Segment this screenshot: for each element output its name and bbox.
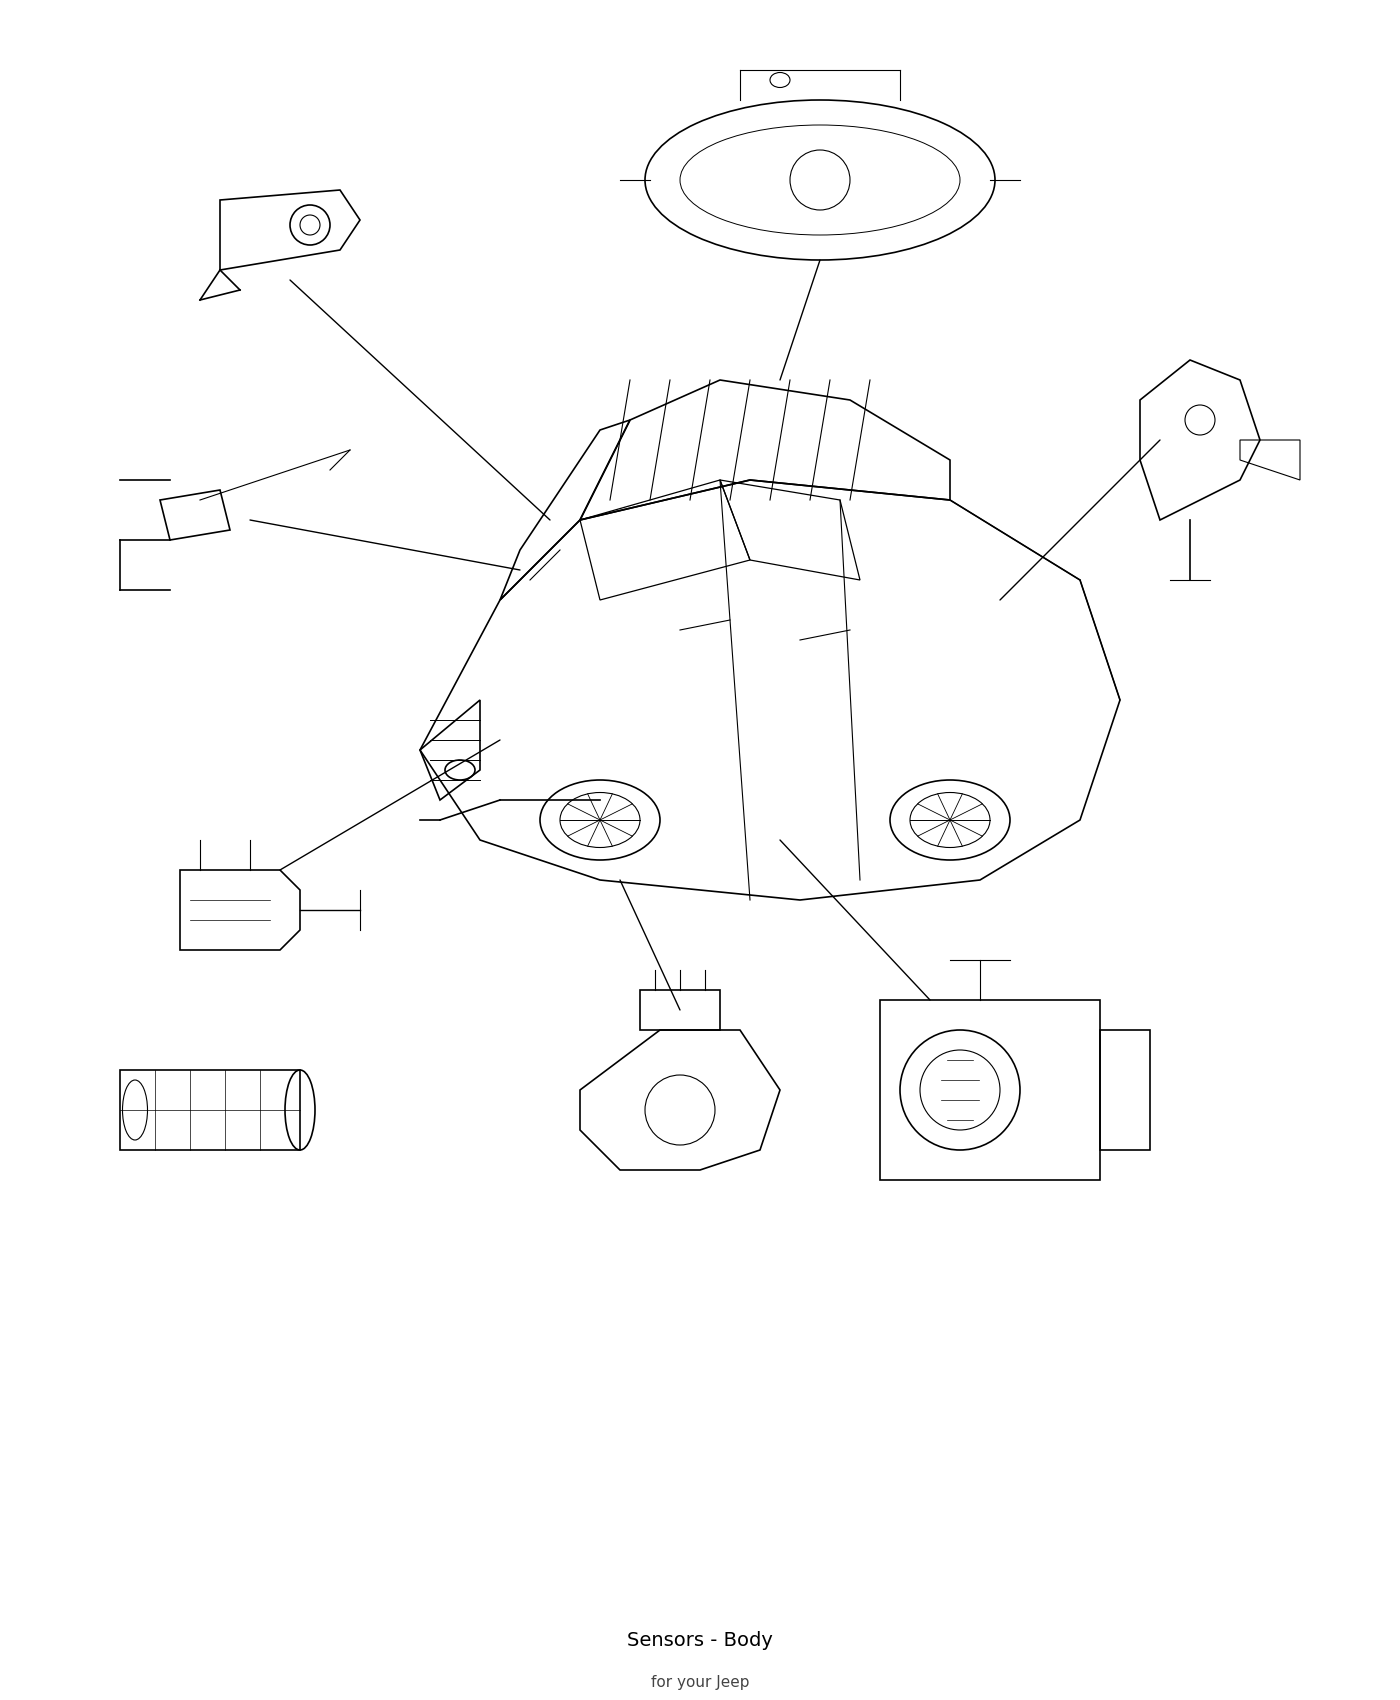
Text: Sensors - Body: Sensors - Body <box>627 1630 773 1651</box>
Text: for your Jeep: for your Jeep <box>651 1674 749 1690</box>
